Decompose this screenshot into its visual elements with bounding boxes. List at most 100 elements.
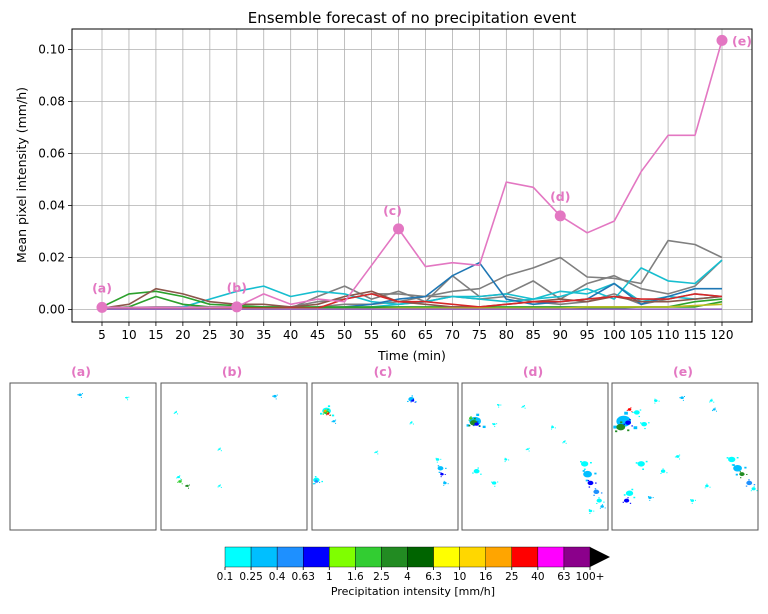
precip-speckle [654,398,656,400]
precip-speckle [690,499,692,501]
precip-speckle [184,485,186,487]
precip-speckle [220,450,222,452]
precip-speckle [440,472,442,474]
precip-cell [675,455,680,458]
series-lines [101,40,723,311]
precip-speckle [599,507,601,509]
precip-cell [78,393,82,397]
precip-speckle [748,479,750,481]
x-tick-label: 85 [526,328,541,342]
panel-frame [311,382,459,531]
precip-speckle [525,449,527,451]
precip-cell [587,480,594,486]
precip-speckle [331,414,335,417]
precip-speckle [632,411,634,414]
precip-speckle [181,479,183,481]
precip-speckle [217,449,219,451]
precip-cell [410,421,413,424]
colorbar-swatch [433,546,460,568]
precip-speckle [479,425,481,427]
precip-speckle [596,502,598,504]
precip-speckle [590,461,592,464]
colorbar-swatch [355,546,382,568]
x-tick-label: 65 [418,328,433,342]
annotation-marker [554,210,566,222]
precip-speckle [322,411,324,413]
precip-cell [177,475,180,479]
precip-speckle [472,472,474,474]
x-tick-label: 15 [148,328,163,342]
precip-speckle [219,484,221,486]
annotations: (a) (b) (c) (d) (e) [92,33,752,313]
precip-speckle [411,395,413,397]
precip-speckle [125,397,127,399]
precip-speckle [593,510,595,512]
precip-speckle [415,401,417,403]
precip-speckle [331,421,333,423]
precip-cell [600,505,604,508]
precip-speckle [177,413,179,415]
panel: (e) [611,364,759,531]
precip-speckle [476,413,480,417]
panel-label: (e) [673,364,693,379]
precip-speckle [477,421,479,423]
precip-speckle [504,457,506,459]
precip-speckle [276,394,278,396]
precip-cell [437,466,444,471]
precip-cell [185,484,189,487]
precip-speckle [564,440,566,442]
precip-speckle [466,424,470,427]
annotation-label: (d) [550,189,570,204]
colorbar-tick-label: 16 [479,571,493,583]
precip-speckle [640,422,642,424]
x-tick-label: 60 [391,328,406,342]
precip-speckle [736,456,739,459]
precip-speckle [613,425,617,429]
precip-speckle [494,426,496,428]
colorbar-tick-label: 63 [557,571,570,583]
precip-speckle [735,473,738,476]
colorbar-tick-label: 4 [404,571,411,583]
precip-cell [746,480,753,486]
precip-speckle [565,442,567,444]
precip-cell [326,412,330,415]
x-tick-label: 115 [684,328,707,342]
precip-speckle [181,483,183,485]
y-tick-label: 0.06 [38,147,65,161]
colorbar-tick-label: 0.63 [292,571,315,583]
precip-speckle [638,415,641,418]
x-tick-label: 10 [121,328,136,342]
precip-speckle [662,468,664,470]
precip-speckle [580,460,582,463]
precip-speckle [594,488,597,490]
precip-cell [623,498,630,503]
precip-speckle [217,486,219,488]
precip-speckle [443,484,445,486]
precip-speckle [521,406,523,408]
precip-speckle [682,399,684,401]
colorbar-tick-label: 1.6 [347,571,364,583]
precip-speckle [335,419,337,421]
precip-speckle [322,413,324,415]
y-tick-label: 0.04 [38,199,65,213]
precip-speckle [440,476,442,478]
precip-cell [273,394,277,398]
precip-speckle [80,396,82,398]
colorbar-extend-arrow [590,547,610,567]
precip-speckle [440,458,442,460]
precip-speckle [524,407,526,409]
colorbar-boxes [224,546,591,568]
precip-cell [580,461,589,467]
y-axis-label: Mean pixel intensity (mm/h) [14,87,29,263]
panel-label: (b) [222,364,242,379]
colorbar-tick-label: 25 [505,571,518,583]
annotation-marker [393,223,405,235]
precip-speckle [523,405,525,407]
precip-speckle [639,409,642,411]
colorbar-swatch [563,546,591,568]
precip-speckle [327,409,329,411]
precip-cell [440,472,444,476]
precip-speckle [411,421,413,423]
x-tick-label: 90 [553,328,568,342]
precip-speckle [679,458,681,460]
